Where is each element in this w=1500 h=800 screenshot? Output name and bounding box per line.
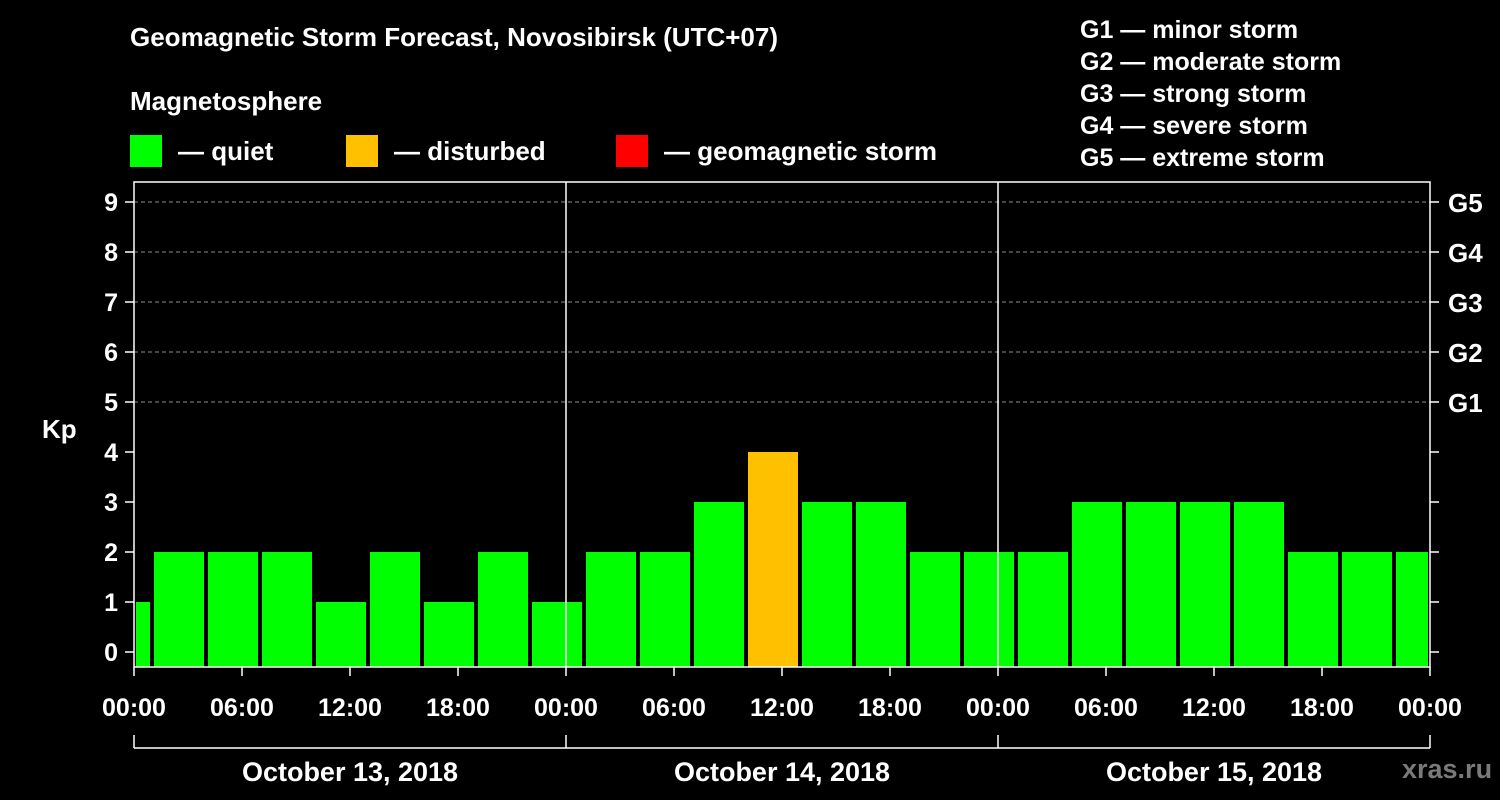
g-scale-label-g5: G5 [1448, 188, 1483, 218]
watermark: xras.ru [1402, 754, 1493, 784]
x-tick-label-1: 06:00 [210, 694, 274, 722]
y-tick-label-9: 9 [104, 189, 118, 217]
x-tick-label-11: 18:00 [1290, 694, 1354, 722]
kp-bar-20 [1180, 502, 1230, 667]
legend-label-storm: — geomagnetic storm [664, 135, 938, 166]
legend-item-quiet: — quiet [130, 134, 273, 168]
legend-label-quiet: — quiet [178, 135, 274, 166]
x-tick-label-7: 18:00 [858, 694, 922, 722]
kp-bar-0 [136, 602, 150, 667]
storm-scale-g4: G4 — severe storm [1080, 112, 1308, 140]
g-scale-label-g4: G4 [1448, 238, 1483, 268]
y-tick-label-3: 3 [104, 489, 118, 517]
g-scale-label-g3: G3 [1448, 288, 1483, 318]
kp-bar-8 [532, 602, 582, 667]
y-tick-label-2: 2 [104, 539, 118, 567]
y-tick-label-0: 0 [104, 639, 118, 667]
y-tick-label-1: 1 [104, 589, 118, 617]
kp-bar-7 [478, 552, 528, 667]
kp-bar-6 [424, 602, 474, 667]
x-tick-label-8: 00:00 [966, 694, 1030, 722]
legend-subtitle: Magnetosphere [130, 86, 323, 116]
kp-bar-15 [910, 552, 960, 667]
storm-scale-g3: G3 — strong storm [1080, 80, 1307, 108]
legend-label-disturbed: — disturbed [394, 135, 546, 166]
day-label-0: October 13, 2018 [242, 757, 458, 787]
x-tick-label-10: 12:00 [1182, 694, 1246, 722]
storm-scale-list: G1 — minor storm G2 — moderate storm G3 … [1080, 14, 1341, 174]
kp-bar-18 [1072, 502, 1122, 667]
x-tick-label-5: 06:00 [642, 694, 706, 722]
legend-swatch-quiet [130, 135, 162, 167]
kp-bar-22 [1288, 552, 1338, 667]
kp-bar-4 [316, 602, 366, 667]
kp-bar-9 [586, 552, 636, 667]
x-tick-label-12: 00:00 [1398, 694, 1462, 722]
y-tick-label-8: 8 [104, 239, 118, 267]
kp-bar-16 [964, 552, 1014, 667]
storm-scale-g5: G5 — extreme storm [1080, 144, 1325, 172]
g-scale-label-g2: G2 [1448, 338, 1483, 368]
kp-bar-14 [856, 502, 906, 667]
kp-bar-5 [370, 552, 420, 667]
kp-bar-17 [1018, 552, 1068, 667]
y-tick-label-6: 6 [104, 339, 118, 367]
x-tick-label-9: 06:00 [1074, 694, 1138, 722]
y-tick-label-4: 4 [104, 439, 118, 467]
y-tick-label-5: 5 [104, 389, 118, 417]
storm-scale-g1: G1 — minor storm [1080, 16, 1299, 44]
x-tick-label-0: 00:00 [102, 694, 166, 722]
chart-title: Geomagnetic Storm Forecast, Novosibirsk … [130, 22, 779, 52]
legend-swatch-disturbed [346, 135, 378, 167]
kp-bar-12 [748, 452, 798, 667]
kp-bar-21 [1234, 502, 1284, 667]
x-tick-label-4: 00:00 [534, 694, 598, 722]
x-tick-label-3: 18:00 [426, 694, 490, 722]
kp-bar-2 [208, 552, 258, 667]
legend-item-disturbed: — disturbed [346, 134, 546, 168]
kp-bar-11 [694, 502, 744, 667]
x-tick-label-6: 12:00 [750, 694, 814, 722]
y-tick-label-7: 7 [104, 289, 118, 317]
legend-swatch-storm [616, 135, 648, 167]
kp-bar-24 [1396, 552, 1428, 667]
kp-bar-23 [1342, 552, 1392, 667]
kp-bar-13 [802, 502, 852, 667]
kp-bar-3 [262, 552, 312, 667]
kp-bar-10 [640, 552, 690, 667]
day-label-1: October 14, 2018 [674, 757, 890, 787]
day-label-2: October 15, 2018 [1106, 757, 1322, 787]
legend-item-storm: — geomagnetic storm [616, 134, 937, 168]
x-tick-label-2: 12:00 [318, 694, 382, 722]
kp-bar-19 [1126, 502, 1176, 667]
g-scale-label-g1: G1 [1448, 388, 1483, 418]
storm-scale-g2: G2 — moderate storm [1080, 48, 1342, 76]
y-axis-label: Kp [42, 414, 77, 444]
kp-bar-1 [154, 552, 204, 667]
